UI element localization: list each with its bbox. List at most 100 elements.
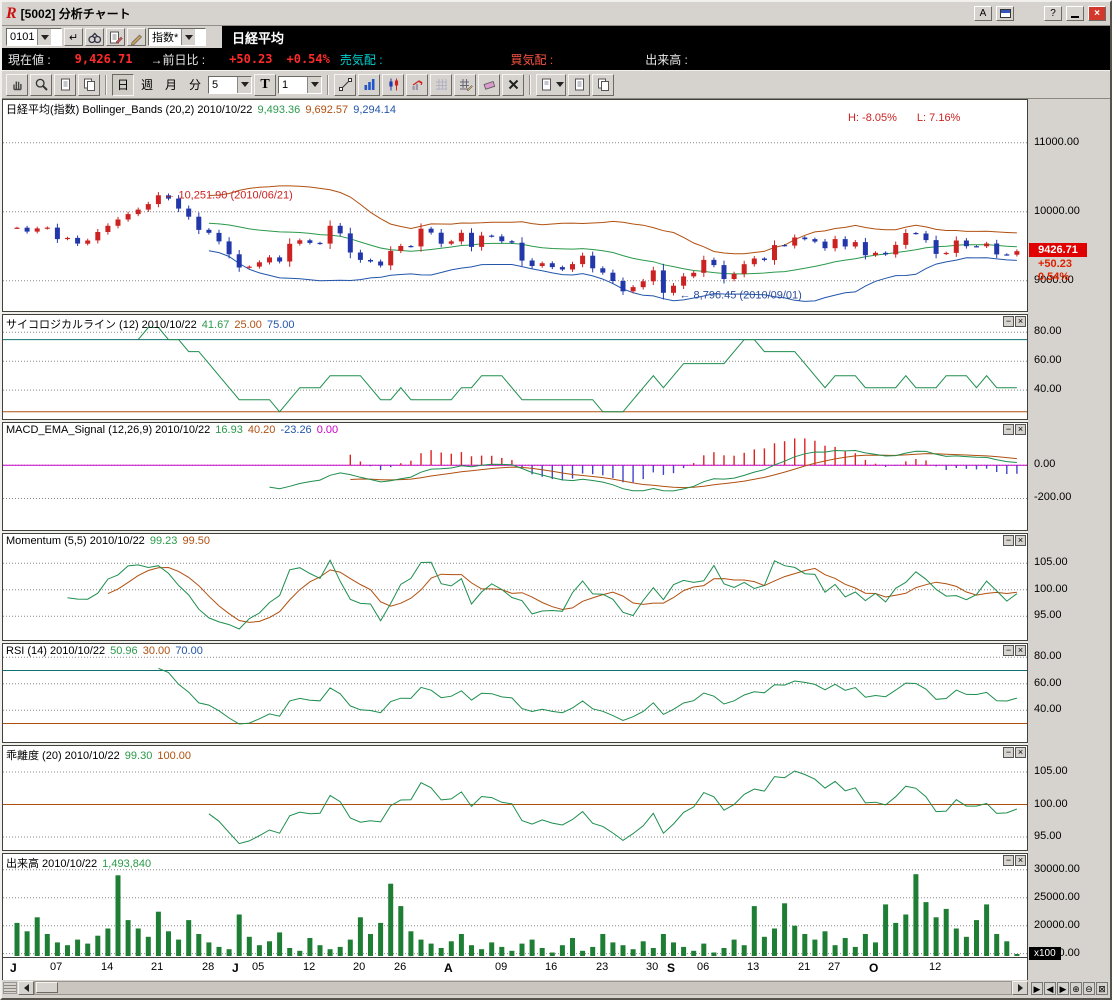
symbol-search-button[interactable]	[85, 28, 104, 46]
symbol-code-combo[interactable]: 0101	[6, 28, 62, 46]
dropdown-arrow-icon[interactable]	[307, 76, 321, 93]
y-axis-label: 100.00	[1034, 798, 1068, 810]
panel-window-buttons: − ×	[1003, 424, 1026, 435]
dropdown-arrow-icon[interactable]	[37, 29, 52, 45]
scroll-right-button[interactable]	[1012, 981, 1028, 995]
panel-minimize-button[interactable]: −	[1003, 316, 1014, 327]
x-axis-label: 07	[50, 961, 63, 973]
panel-title-part: 70.00	[175, 645, 203, 657]
panel-title-volume: 出来高 2010/10/22 1,493,840	[6, 855, 153, 871]
new-page-button[interactable]	[568, 73, 590, 96]
panel-close-button[interactable]: ×	[1015, 424, 1026, 435]
zoom-in-button[interactable]: ⊕	[1070, 981, 1082, 995]
y-axis-label: 30000.00	[1034, 863, 1080, 875]
help-button[interactable]: ?	[1044, 6, 1062, 21]
chart-panel-rsi[interactable]: RSI (14) 2010/10/22 50.96 30.00 70.00 − ×	[2, 643, 1028, 743]
zoom-out-button[interactable]: ⊖	[1083, 981, 1095, 995]
y-axis-label: 60.00	[1034, 677, 1062, 689]
y-axis-label: 105.00	[1034, 556, 1068, 568]
step-forward-button[interactable]: ▶	[1031, 981, 1043, 995]
tick-button[interactable]: T	[254, 73, 276, 96]
duplicate-chart-button[interactable]	[78, 73, 100, 96]
scrollbar-track[interactable]	[34, 981, 1012, 995]
close-chart-button[interactable]: ⊠	[1096, 981, 1108, 995]
period-day-button[interactable]: 日	[112, 73, 134, 96]
tick-interval-value[interactable]: 1	[282, 78, 289, 91]
grid-icon	[435, 79, 447, 90]
chart-panel-price[interactable]: ← 10,251.90 (2010/06/21) ← 8,796.45 (2010…	[2, 99, 1028, 312]
panel-close-button[interactable]: ×	[1015, 747, 1026, 758]
bar-chart-icon	[364, 79, 374, 90]
annotation-button[interactable]: A	[974, 6, 992, 21]
window-mode-button[interactable]	[996, 6, 1014, 21]
save-layout-button[interactable]	[536, 73, 566, 96]
chart-panel-momentum[interactable]: Momentum (5,5) 2010/10/22 99.23 99.50 − ×	[2, 533, 1028, 641]
apply-code-button[interactable]: ↵	[64, 28, 83, 46]
symbol-name-bar: 日経平均	[222, 26, 1110, 48]
chart-plot-column: ← 10,251.90 (2010/06/21) ← 8,796.45 (2010…	[2, 99, 1028, 980]
index-select[interactable]: 指数*	[148, 28, 206, 46]
scrollbar-thumb[interactable]	[36, 982, 58, 993]
pan-left-button[interactable]: ◀	[1044, 981, 1056, 995]
y-axis-label: 95.00	[1034, 609, 1062, 621]
panel-minimize-button[interactable]: −	[1003, 424, 1014, 435]
x-axis-label: 30	[646, 961, 659, 973]
symbol-code-value[interactable]: 0101	[10, 31, 35, 43]
scroll-left-button[interactable]	[18, 981, 34, 995]
trendline-tool-button[interactable]	[334, 73, 356, 96]
period-minute-button[interactable]: 分	[188, 78, 201, 92]
app-logo-icon: R	[6, 4, 17, 22]
pan-right-button[interactable]: ▶	[1057, 981, 1069, 995]
low-percent-label: L: 7.16%	[916, 112, 961, 124]
resize-grip[interactable]	[3, 982, 17, 994]
grid-settings-button[interactable]	[454, 73, 476, 96]
period-week-button[interactable]: 週	[140, 78, 153, 92]
panel-minimize-button[interactable]: −	[1003, 855, 1014, 866]
x-axis-label: 28	[202, 961, 215, 973]
eraser-button[interactable]	[478, 73, 500, 96]
x-axis-label: 20	[353, 961, 366, 973]
grid-toggle-button[interactable]	[430, 73, 452, 96]
copy-pages-icon	[597, 78, 609, 91]
copy-pages-icon	[83, 78, 95, 91]
trendline-icon	[338, 78, 352, 91]
current-price-label: 現在値 :	[8, 52, 51, 67]
minute-interval-select[interactable]: 5	[208, 75, 252, 94]
y-axis-label: 105.00	[1034, 765, 1068, 777]
zoom-tool-button[interactable]	[30, 73, 52, 96]
memo-button[interactable]	[127, 28, 146, 46]
dropdown-arrow-icon[interactable]	[237, 76, 251, 93]
minimize-button[interactable]	[1066, 6, 1084, 21]
chart-panel-macd[interactable]: MACD_EMA_Signal (12,26,9) 2010/10/22 16.…	[2, 422, 1028, 531]
page-copy-button[interactable]	[592, 73, 614, 96]
panel-close-button[interactable]: ×	[1015, 645, 1026, 656]
x-axis-label: 05	[252, 961, 265, 973]
panel-minimize-button[interactable]: −	[1003, 535, 1014, 546]
panel-minimize-button[interactable]: −	[1003, 747, 1014, 758]
high-percent-label: H: -8.05%	[848, 112, 897, 124]
panel-minimize-button[interactable]: −	[1003, 645, 1014, 656]
bar-chart-button[interactable]	[358, 73, 380, 96]
chart-panel-psych[interactable]: サイコロジカルライン (12) 2010/10/22 41.67 25.00 7…	[2, 314, 1028, 420]
dropdown-arrow-icon[interactable]	[181, 29, 196, 45]
candlestick-chart-button[interactable]	[382, 73, 404, 96]
y-axis-label: 0.00	[1034, 458, 1056, 470]
chart-panel-kairi[interactable]: 乖離度 (20) 2010/10/22 99.30 100.00 − ×	[2, 745, 1028, 851]
panel-close-button[interactable]: ×	[1015, 316, 1026, 327]
copy-chart-button[interactable]	[54, 73, 76, 96]
x-axis-label: S	[667, 961, 676, 975]
edit-list-button[interactable]	[106, 28, 125, 46]
panel-close-button[interactable]: ×	[1015, 535, 1026, 546]
line-chart-button[interactable]	[406, 73, 428, 96]
ask-label: 売気配 :	[339, 52, 383, 67]
minute-interval-value[interactable]: 5	[212, 78, 219, 91]
delete-all-button[interactable]	[502, 73, 524, 96]
period-month-button[interactable]: 月	[164, 78, 177, 92]
tick-interval-select[interactable]: 1	[278, 75, 322, 94]
panel-close-button[interactable]: ×	[1015, 855, 1026, 866]
close-button[interactable]: ×	[1088, 6, 1106, 21]
y-axis-label: 25000.00	[1034, 891, 1080, 903]
hand-tool-button[interactable]	[6, 73, 28, 96]
chart-panel-volume[interactable]: 出来高 2010/10/22 1,493,840 − ×	[2, 853, 1028, 958]
index-select-value[interactable]: 指数*	[152, 32, 179, 44]
